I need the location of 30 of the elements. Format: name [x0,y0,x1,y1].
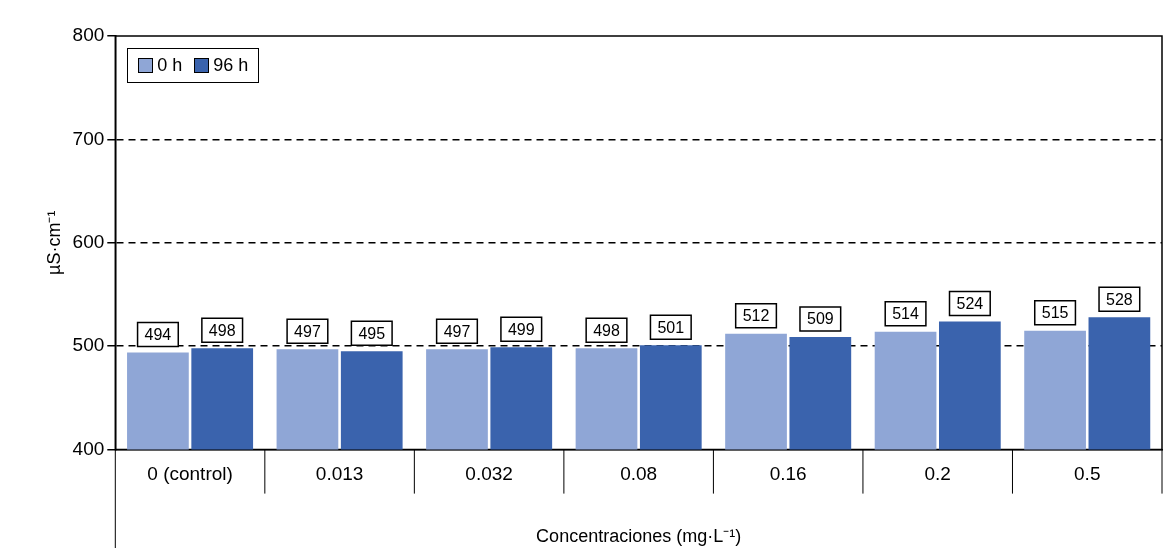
x-tick-label: 0.2 [924,463,951,485]
y-tick-label: 500 [72,334,105,356]
y-axis-title: µS·cm⁻¹ [43,210,64,275]
x-tick-label: 0.013 [315,463,364,485]
x-tick-label: 0 (control) [147,463,233,485]
y-tick-label: 600 [72,231,105,253]
data-label: 512 [742,307,770,325]
x-tick-label: 0.032 [465,463,513,485]
data-label: 495 [358,324,386,342]
legend-label: 96 h [213,55,249,76]
y-tick-label: 800 [72,24,105,46]
data-label: 509 [806,310,834,328]
data-label: 499 [507,320,535,338]
data-label: 494 [144,325,172,343]
x-axis-title: Concentraciones (mg·L⁻¹) [536,526,742,547]
data-label: 515 [1041,304,1069,322]
data-label: 498 [593,321,620,339]
data-label: 528 [1106,290,1133,308]
data-label: 501 [657,318,685,336]
x-tick-label: 0.16 [769,463,807,485]
y-tick-label: 700 [72,127,105,149]
x-tick-label: 0.5 [1074,463,1101,485]
data-label: 497 [294,322,321,340]
data-label: 514 [892,305,919,323]
x-tick-label: 0.08 [620,463,658,485]
legend-label: 0 h [157,55,183,76]
data-label: 524 [956,294,984,312]
y-tick-label: 400 [72,437,105,459]
data-label: 498 [208,321,236,339]
data-label: 497 [443,322,471,340]
